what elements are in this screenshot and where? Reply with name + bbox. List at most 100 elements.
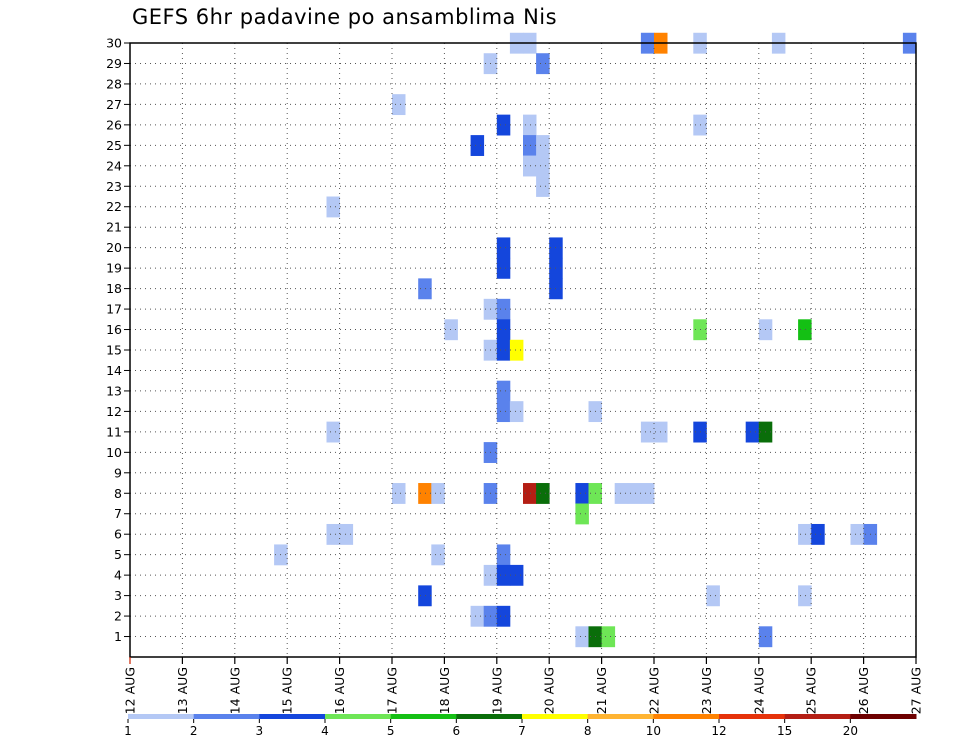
heatmap-cell <box>326 196 340 218</box>
y-tick-label: 19 <box>106 261 122 276</box>
legend-swatch <box>719 714 786 719</box>
heatmap-cell <box>745 421 760 443</box>
y-tick-label: 9 <box>114 465 122 480</box>
y-tick-label: 27 <box>106 97 122 112</box>
grid-lines <box>130 43 916 657</box>
y-tick-label: 6 <box>114 527 122 542</box>
legend-swatch <box>390 714 457 719</box>
y-tick-label: 25 <box>106 138 122 153</box>
x-tick-label: 23 AUG <box>699 667 714 714</box>
legend-level-label: 5 <box>387 724 395 738</box>
heatmap-cell <box>431 544 445 566</box>
x-tick-label: 15 AUG <box>280 667 295 714</box>
heatmap-cell <box>431 483 445 504</box>
x-tick-label: 22 AUG <box>647 667 662 714</box>
heatmap-cell <box>496 564 511 586</box>
y-tick-label: 17 <box>106 302 122 317</box>
legend-level-label: 12 <box>711 724 726 738</box>
heatmap-cell <box>640 483 655 504</box>
heatmap-cell <box>536 483 550 504</box>
heatmap-cell <box>811 523 825 545</box>
heatmap-cell <box>418 278 432 300</box>
heatmap-cell <box>392 94 406 116</box>
heatmap-cell <box>496 257 511 279</box>
legend-level-label: 10 <box>646 724 661 738</box>
legend-level-label: 4 <box>321 724 329 738</box>
y-tick-label: 22 <box>106 199 122 214</box>
heatmap-cell <box>523 483 537 504</box>
heatmap-cell <box>509 564 524 586</box>
x-tick-label: 19 AUG <box>489 667 504 714</box>
heatmap-cell <box>850 523 864 545</box>
x-axis: 12 AUG 13 AUG 14 AUG 15 AUG 16 AUG 17 AUG 18 A… <box>123 657 924 714</box>
heatmap-cell <box>470 135 485 156</box>
legend-level-label: 3 <box>256 724 264 738</box>
legend-swatch <box>587 714 654 719</box>
legend-level-label: 6 <box>453 724 461 738</box>
x-tick-label: 20 AUG <box>542 667 557 714</box>
heatmap-cell <box>798 523 812 545</box>
y-tick-label: 26 <box>106 117 122 132</box>
y-tick-label: 13 <box>106 383 122 398</box>
heatmap-cell <box>536 135 550 156</box>
legend-swatch <box>522 714 589 719</box>
y-tick-label: 8 <box>114 486 122 501</box>
heatmap-cell <box>496 237 511 259</box>
x-tick-label: 24 AUG <box>751 667 766 714</box>
heatmap-cell <box>326 421 340 443</box>
x-tick-label: 26 AUG <box>856 667 871 714</box>
heatmap-cell <box>496 605 511 627</box>
color-legend: 1 2 3 4 5 6 7 8 10 12 15 20 <box>124 714 917 738</box>
y-tick-label: 7 <box>114 506 122 521</box>
heatmap-cell <box>536 53 550 75</box>
y-tick-label: 1 <box>114 629 122 644</box>
heatmap-cell <box>536 176 550 197</box>
x-tick-label: 18 AUG <box>437 667 452 714</box>
legend-swatch <box>193 714 260 719</box>
legend-swatch <box>325 714 392 719</box>
legend-level-label: 7 <box>518 724 526 738</box>
heatmap-cell <box>575 626 589 648</box>
y-tick-label: 16 <box>106 322 122 337</box>
y-tick-label: 12 <box>106 404 122 419</box>
heatmap-cell <box>392 483 406 504</box>
legend-swatch <box>850 714 917 719</box>
legend-level-label: 2 <box>190 724 198 738</box>
x-tick-label: 27 AUG <box>909 667 924 714</box>
legend-level-label: 15 <box>777 724 792 738</box>
heatmap-cell <box>706 585 720 607</box>
legend-swatch <box>128 714 195 719</box>
legend-swatch <box>784 714 851 719</box>
heatmap-cell <box>523 114 537 136</box>
x-tick-label: 12 AUG <box>123 667 138 714</box>
heatmap-cell <box>536 155 550 177</box>
heatmap-cell <box>575 483 589 504</box>
heatmap-cell <box>496 319 511 341</box>
chart-title: GEFS 6hr padavine po ansamblima Nis <box>132 5 558 29</box>
heatmap-cell <box>509 401 524 423</box>
y-tick-label: 3 <box>114 588 122 603</box>
legend-swatch <box>456 714 523 719</box>
heatmap-cell <box>523 135 537 156</box>
y-axis: 1234567891011121314151617181920212223242… <box>106 36 130 644</box>
heatmap-cell <box>601 626 616 648</box>
y-tick-label: 15 <box>106 343 122 358</box>
heatmap-cell <box>798 319 812 341</box>
heatmap-cell <box>496 339 511 361</box>
heatmap-cells <box>274 32 917 648</box>
heatmap-cell <box>496 380 511 402</box>
legend-level-label: 1 <box>124 724 132 738</box>
y-tick-label: 11 <box>106 424 122 439</box>
heatmap-cell <box>418 483 432 504</box>
heatmap-cell <box>523 155 537 177</box>
heatmap-cell <box>627 483 642 504</box>
y-tick-label: 2 <box>114 609 122 624</box>
y-tick-label: 14 <box>106 363 122 378</box>
x-tick-label: 13 AUG <box>175 667 190 714</box>
legend-level-label: 8 <box>584 724 592 738</box>
legend-level-label: 20 <box>843 724 858 738</box>
y-tick-label: 23 <box>106 179 122 194</box>
x-tick-label: 14 AUG <box>227 667 242 714</box>
x-tick-label: 16 AUG <box>332 667 347 714</box>
